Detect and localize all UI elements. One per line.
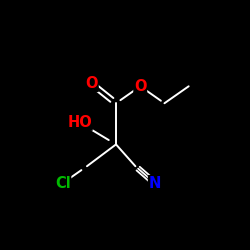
Text: O: O — [86, 76, 98, 91]
Text: HO: HO — [67, 115, 92, 130]
Text: Cl: Cl — [55, 176, 70, 191]
Text: O: O — [134, 79, 146, 94]
Text: N: N — [148, 176, 161, 191]
